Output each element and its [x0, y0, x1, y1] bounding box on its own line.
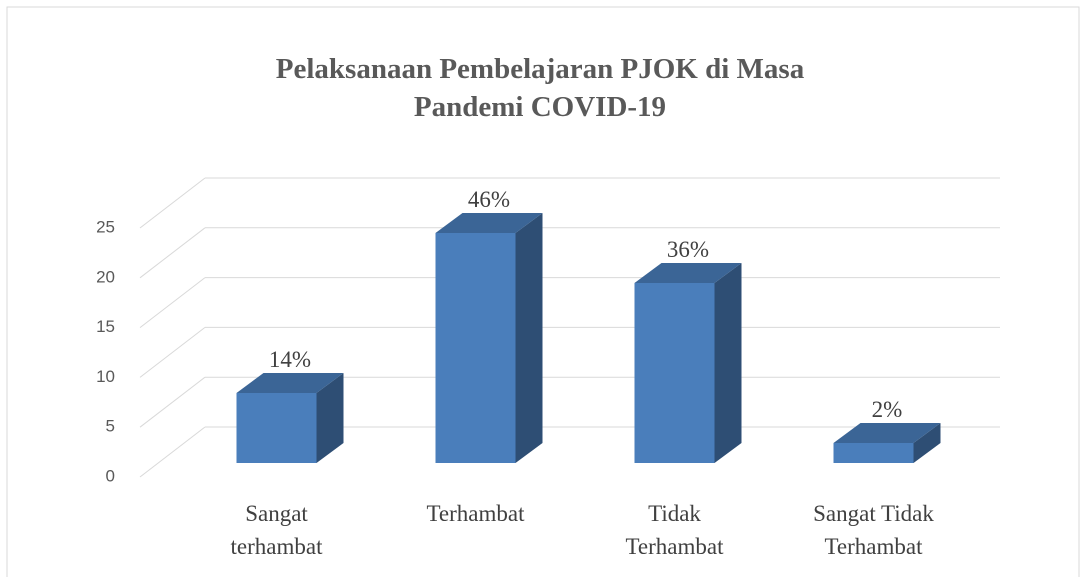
bar [833, 443, 914, 463]
value-label: 36% [667, 237, 709, 262]
grid-line [139, 327, 206, 378]
bar [435, 233, 516, 463]
y-tick-label: 0 [106, 466, 115, 485]
bar-top [833, 423, 941, 443]
bar-side [316, 373, 344, 463]
x-tick-label: Terhambat [426, 501, 525, 526]
value-label: 46% [468, 187, 510, 212]
bar-side [913, 423, 941, 463]
y-tick-label: 15 [96, 317, 115, 336]
y-tick-label: 20 [96, 267, 115, 286]
bar-top [236, 373, 344, 393]
value-label: 2% [872, 397, 903, 422]
chart-title: Pelaksanaan Pembelajaran PJOK di Masa Pa… [275, 53, 805, 123]
bar [236, 393, 317, 463]
x-tick-label: Sangat Tidak Terhambat [813, 501, 934, 559]
grid-line [139, 426, 206, 478]
value-label: 14% [269, 347, 311, 372]
bar-top [435, 213, 543, 233]
x-tick-label: Tidak Terhambat [625, 501, 724, 559]
y-tick-label: 5 [106, 417, 115, 436]
grid-line [139, 227, 206, 279]
grid-line [139, 376, 206, 428]
y-tick-label: 25 [96, 217, 115, 236]
bar [634, 283, 715, 463]
chart-border [6, 6, 1080, 577]
y-tick-label: 10 [96, 367, 115, 386]
bar-top [634, 263, 742, 283]
x-tick-label: Sangat terhambat [230, 501, 323, 559]
grid-line [139, 277, 206, 328]
grid-line [139, 177, 206, 229]
bar-side [714, 263, 742, 463]
bar-side [515, 213, 543, 463]
